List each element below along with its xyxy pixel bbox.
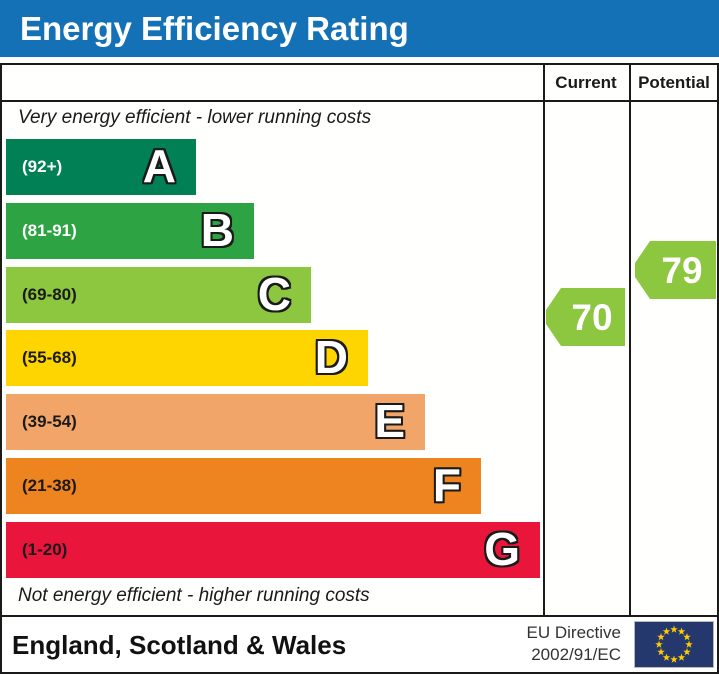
band-c: (69-80) C	[6, 267, 311, 323]
band-d-range: (55-68)	[22, 348, 77, 367]
band-d-letter: D	[314, 331, 348, 384]
potential-rating-arrow: 79	[635, 241, 716, 299]
band-e-range: (39-54)	[22, 412, 77, 431]
footer-bar: England, Scotland & Wales EU Directive 2…	[0, 615, 719, 674]
column-header-row: Current Potential	[2, 65, 717, 102]
caption-very-efficient: Very energy efficient - lower running co…	[18, 107, 372, 128]
band-b-range: (81-91)	[22, 221, 77, 240]
column-header-potential: Potential	[638, 73, 710, 92]
band-c-letter: C	[257, 268, 291, 321]
band-g-letter: G	[484, 523, 520, 576]
band-e: (39-54) E	[6, 394, 425, 450]
band-e-letter: E	[374, 395, 405, 448]
band-c-range: (69-80)	[22, 285, 77, 304]
band-b-letter: B	[200, 204, 234, 257]
eu-directive-label: EU Directive 2002/91/EC	[527, 622, 621, 666]
band-d: (55-68) D	[6, 330, 368, 386]
potential-rating-value: 79	[661, 249, 703, 291]
page-title: Energy Efficiency Rating	[20, 10, 409, 47]
current-rating-value: 70	[571, 296, 613, 338]
band-f-range: (21-38)	[22, 476, 77, 495]
band-a-range: (92+)	[22, 157, 63, 176]
column-header-current: Current	[555, 73, 617, 92]
eu-directive-line1: EU Directive	[526, 623, 621, 642]
band-g-range: (1-20)	[22, 540, 68, 559]
band-a: (92+) A	[6, 139, 196, 195]
current-rating-arrow: 70	[546, 288, 625, 346]
band-f: (21-38) F	[6, 458, 481, 514]
caption-not-efficient: Not energy efficient - higher running co…	[18, 585, 370, 606]
eu-flag-icon	[634, 621, 714, 668]
region-label: England, Scotland & Wales	[12, 630, 347, 660]
band-g: (1-20) G	[6, 522, 540, 578]
current-column-divider	[543, 65, 545, 615]
title-bar: Energy Efficiency Rating	[0, 0, 719, 57]
band-a-letter: A	[142, 140, 176, 193]
eu-directive-line2: 2002/91/EC	[531, 645, 621, 664]
potential-column-divider	[629, 65, 631, 615]
band-f-letter: F	[432, 459, 461, 512]
band-b: (81-91) B	[6, 203, 254, 259]
rating-chart: Current Potential Very energy efficient …	[0, 63, 719, 617]
